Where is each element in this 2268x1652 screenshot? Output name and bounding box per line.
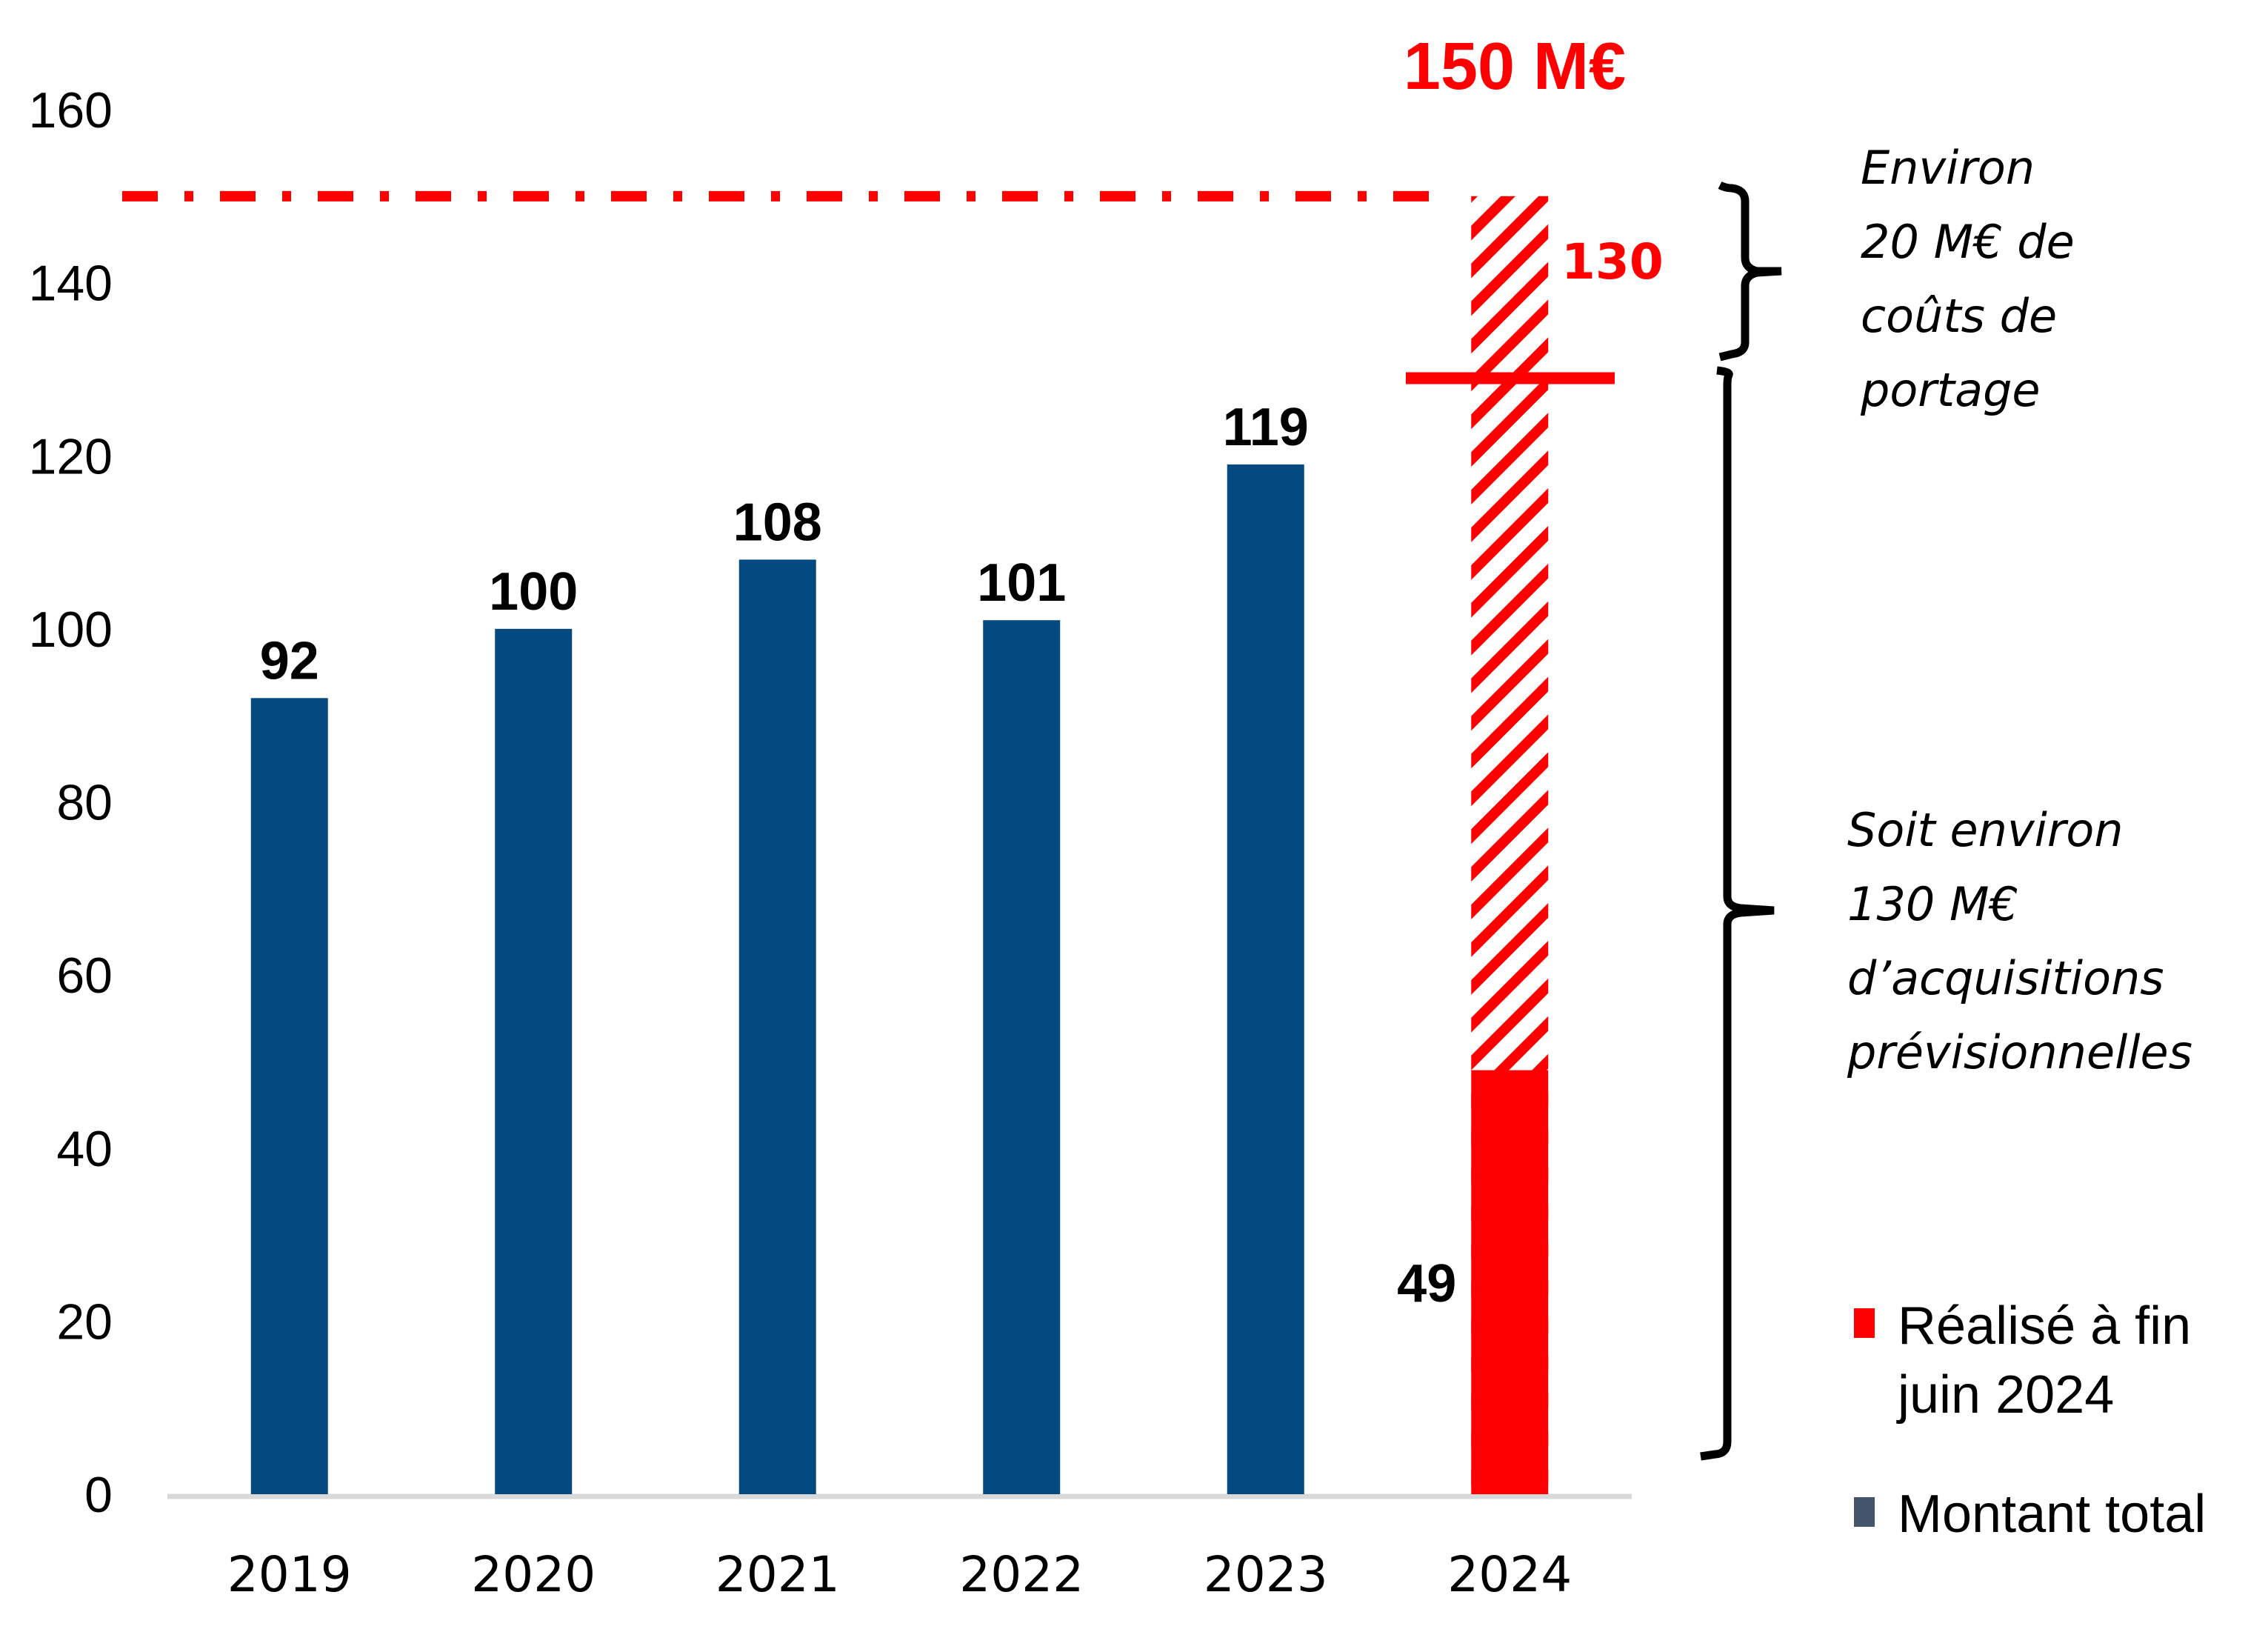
brace-acquisitions xyxy=(1700,366,1775,1461)
x-axis: 2019 2020 2021 2022 2023 2024 xyxy=(227,1546,1572,1603)
x-tick-label: 2023 xyxy=(1204,1546,1328,1603)
bar-2019 xyxy=(250,698,328,1495)
data-label: 49 xyxy=(1397,1254,1456,1313)
y-tick-label: 160 xyxy=(29,82,113,139)
annotation-line: Soit environ xyxy=(1847,803,2124,857)
y-tick-label: 60 xyxy=(56,947,113,1004)
annotation-line: coûts de xyxy=(1861,289,2057,343)
x-tick-label: 2021 xyxy=(716,1546,840,1603)
data-label: 119 xyxy=(1223,398,1309,457)
y-tick-label: 100 xyxy=(29,602,113,658)
annotation-line: prévisionnelles xyxy=(1847,1025,2192,1079)
data-label: 108 xyxy=(733,493,822,552)
bars xyxy=(250,196,1549,1495)
x-tick-label: 2024 xyxy=(1447,1546,1572,1603)
legend-label-montant: Montant total xyxy=(1898,1485,2206,1544)
annotation-acquisitions: Soit environ 130 M€ d’acquisitions prévisio… xyxy=(1847,803,2192,1079)
data-label: 92 xyxy=(260,631,319,690)
annotation-line: portage xyxy=(1860,363,2041,417)
x-tick-label: 2022 xyxy=(959,1546,1084,1603)
legend-label-realise-cont: juin 2024 xyxy=(1896,1365,2114,1425)
data-label: 101 xyxy=(977,553,1066,613)
brace-portage xyxy=(1718,181,1782,362)
data-label: 100 xyxy=(489,562,578,622)
bar-2022 xyxy=(983,620,1061,1494)
annotation-line: Environ xyxy=(1861,141,2035,195)
bar-2021 xyxy=(738,559,816,1494)
y-tick-label: 0 xyxy=(84,1467,113,1523)
bar-labels: 92 100 108 101 119 49 xyxy=(260,398,1457,1313)
bar-2020 xyxy=(495,628,573,1494)
legend: Réalisé à fin juin 2024 Montant total xyxy=(1854,1296,2206,1544)
legend-swatch-montant xyxy=(1854,1497,1875,1527)
y-tick-label: 40 xyxy=(56,1121,113,1177)
annotation-line: d’acquisitions xyxy=(1847,951,2164,1005)
acquisition-marker-label: 130 xyxy=(1561,233,1664,290)
bar-2024 xyxy=(1471,1070,1549,1494)
x-tick-label: 2019 xyxy=(227,1546,352,1603)
y-tick-label: 20 xyxy=(56,1293,113,1350)
bar-2023 xyxy=(1227,464,1304,1494)
annotation-portage: Environ 20 M€ de coûts de portage xyxy=(1860,141,2075,417)
legend-label-realise: Réalisé à fin xyxy=(1898,1296,2191,1356)
target-label: 150 M€ xyxy=(1404,30,1626,104)
legend-swatch-realise xyxy=(1854,1308,1875,1338)
x-tick-label: 2020 xyxy=(471,1546,596,1603)
y-tick-label: 140 xyxy=(29,256,113,312)
y-tick-label: 80 xyxy=(56,775,113,831)
annotation-line: 20 M€ de xyxy=(1861,215,2075,269)
annotation-line: 130 M€ xyxy=(1847,877,2018,931)
y-tick-label: 120 xyxy=(29,428,113,484)
y-axis: 0 20 40 60 80 100 120 140 160 xyxy=(29,82,113,1523)
